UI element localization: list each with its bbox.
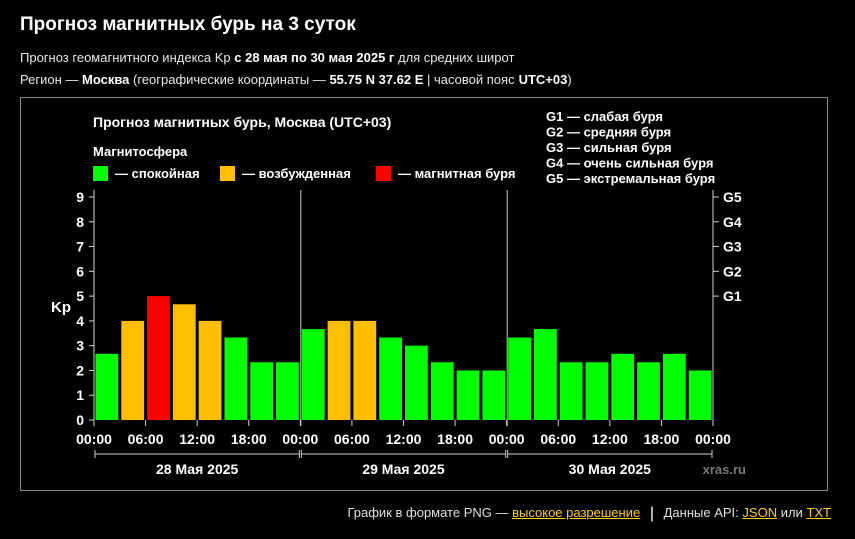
legend-swatch-2 [376,166,391,181]
coords-label: (географические координаты — [133,72,326,87]
x-tick-label: 12:00 [179,431,215,447]
kp-bar [456,370,480,420]
y-tick-label: 5 [76,288,84,304]
kp-bar [379,337,402,420]
footer-separator: | [649,505,654,522]
kp-bar [688,370,712,420]
g-tick-label: G5 [723,189,742,205]
g-scale-item-5: G5 — экстремальная буря [546,171,715,186]
kp-bar [508,337,531,420]
kp-bar [405,345,428,420]
footer: График в формате PNG — высокое разрешени… [347,505,831,523]
legend-swatch-1 [220,166,235,181]
y-axis-label: Kp [51,299,71,316]
kp-bar [611,353,635,420]
day-label: 28 Мая 2025 [156,461,238,477]
g-tick-label: G3 [723,239,742,255]
g-tick-label: G2 [723,263,742,279]
chart-frame: Прогноз магнитных бурь, Москва (UTC+03) М… [20,97,828,491]
kp-bar [559,362,583,420]
kp-bar [95,353,119,420]
kp-bar [147,296,170,420]
y-tick-label: 9 [76,189,84,205]
x-tick-label: 18:00 [231,431,267,447]
kp-bar [353,320,377,420]
x-tick-label: 00:00 [695,431,731,447]
y-tick-label: 2 [76,362,84,378]
kp-bar [327,320,351,420]
kp-bar [585,362,609,420]
kp-bar [533,329,557,420]
chart-title: Прогноз магнитных бурь, Москва (UTC+03) [93,114,391,130]
kp-chart: Прогноз магнитных бурь, Москва (UTC+03) М… [51,109,746,477]
kp-bar [172,304,196,420]
legend-label-0: — спокойная [115,166,200,181]
x-tick-label: 18:00 [437,431,473,447]
png-label: График в формате PNG — [347,505,509,520]
kp-bar [250,362,274,420]
x-tick-label: 18:00 [644,431,680,447]
high-res-link[interactable]: высокое разрешение [512,505,641,520]
y-tick-label: 8 [76,214,84,230]
g-scale-item-2: G2 — средняя буря [546,125,671,140]
legend-swatch-0 [93,166,108,181]
x-tick-label: 06:00 [540,431,576,447]
x-tick-label: 06:00 [334,431,370,447]
or-label: или [780,505,803,520]
legend-label-2: — магнитная буря [398,166,515,181]
page-title: Прогноз магнитных бурь на 3 суток [20,14,356,35]
x-tick-label: 06:00 [128,431,164,447]
kp-bar [224,337,248,420]
kp-bar [482,370,506,420]
forecast-range: с 28 мая по 30 мая 2025 г [234,50,395,65]
timezone-label: | часовой пояс [427,72,515,87]
coords-value: 55.75 N 37.62 E [329,72,424,87]
y-tick-label: 4 [76,313,84,329]
kp-bar [430,362,454,420]
txt-link[interactable]: TXT [806,505,831,520]
g-scale-item-3: G3 — сильная буря [546,140,672,155]
json-link[interactable]: JSON [742,505,778,520]
g-tick-label: G1 [723,288,742,304]
day-label: 30 Мая 2025 [569,461,651,477]
kp-bar [662,353,686,420]
api-label: Данные API: [663,505,739,520]
x-tick-label: 00:00 [489,431,525,447]
x-tick-label: 12:00 [592,431,628,447]
kp-bar [301,329,325,420]
legend-title: Магнитосфера [93,144,188,159]
x-tick-label: 00:00 [282,431,318,447]
kp-bar [637,362,660,420]
day-label: 29 Мая 2025 [362,461,444,477]
y-tick-label: 7 [76,239,84,255]
timezone-value: UTC+03 [518,72,568,87]
region-prefix: Регион — [20,72,79,87]
x-tick-label: 12:00 [386,431,422,447]
y-tick-label: 1 [76,387,84,403]
forecast-prefix: Прогноз геомагнитного индекса Kp [20,50,231,65]
g-scale-item-1: G1 — слабая буря [546,109,663,124]
x-tick-label: 00:00 [76,431,112,447]
region-name: Москва [81,72,130,87]
watermark: xras.ru [703,462,746,477]
forecast-suffix: для средних широт [397,50,515,65]
region-close: ) [567,72,572,87]
g-scale-item-4: G4 — очень сильная буря [546,156,713,171]
region-description: Регион — Москва (географические координа… [20,72,572,87]
y-tick-label: 3 [76,338,84,354]
forecast-description: Прогноз геомагнитного индекса Kp с 28 ма… [20,50,514,65]
legend-label-1: — возбужденная [242,166,351,181]
kp-bar [198,320,222,420]
kp-bar [121,320,145,420]
y-tick-label: 6 [76,263,84,279]
y-tick-label: 0 [76,412,84,428]
g-tick-label: G4 [723,214,742,230]
kp-bar [276,362,299,420]
